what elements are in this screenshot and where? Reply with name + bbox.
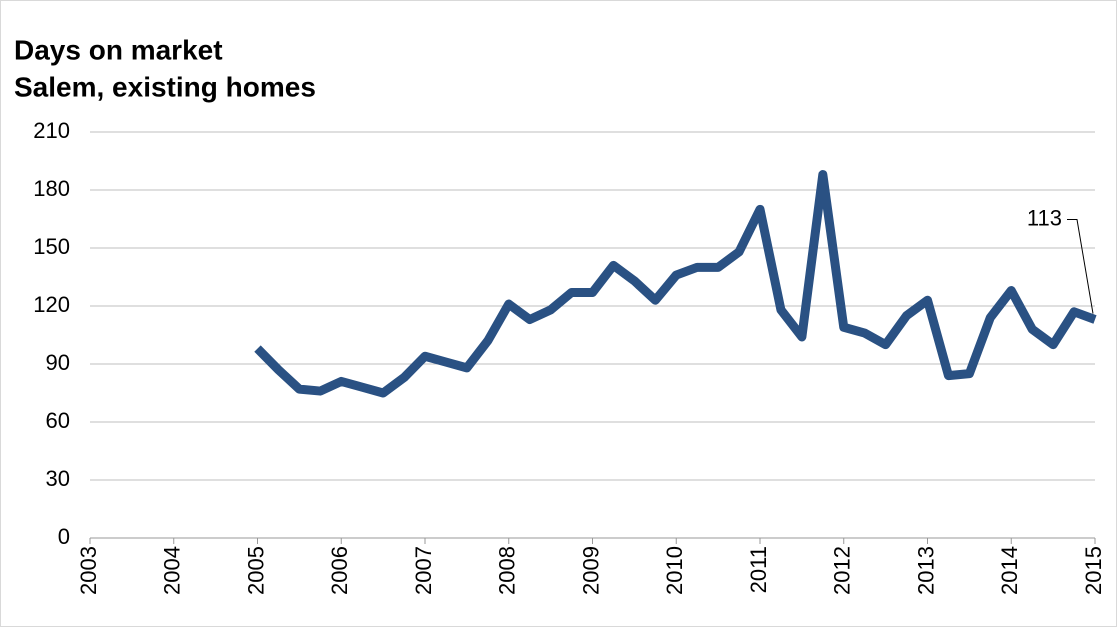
data-label: 113 <box>1027 205 1062 230</box>
x-tick-label: 2007 <box>411 546 436 595</box>
x-tick-label: 2005 <box>243 546 268 595</box>
chart-title: Days on market <box>14 34 223 65</box>
chart-subtitle: Salem, existing homes <box>14 71 316 102</box>
x-tick-label: 2011 <box>746 546 771 593</box>
y-tick-label: 60 <box>46 408 70 433</box>
y-tick-label: 0 <box>58 524 70 549</box>
y-tick-label: 90 <box>46 350 70 375</box>
x-tick-label: 2009 <box>578 546 603 595</box>
x-tick-label: 2004 <box>160 546 185 595</box>
y-tick-label: 210 <box>33 118 70 143</box>
x-tick-label: 2010 <box>662 546 687 595</box>
x-tick-label: 2003 <box>76 546 101 595</box>
x-tick-label: 2008 <box>495 546 520 595</box>
y-tick-label: 30 <box>46 466 70 491</box>
x-tick-label: 2013 <box>913 546 938 595</box>
data-line <box>254 170 1097 398</box>
y-tick-label: 150 <box>33 234 70 259</box>
x-tick-label: 2006 <box>327 546 352 595</box>
label-leader <box>1067 219 1094 314</box>
x-tick-label: 2015 <box>1081 546 1106 595</box>
y-tick-label: 120 <box>33 292 70 317</box>
y-tick-label: 180 <box>33 176 70 201</box>
x-tick-label: 2012 <box>830 546 855 595</box>
x-tick-label: 2014 <box>997 546 1022 595</box>
